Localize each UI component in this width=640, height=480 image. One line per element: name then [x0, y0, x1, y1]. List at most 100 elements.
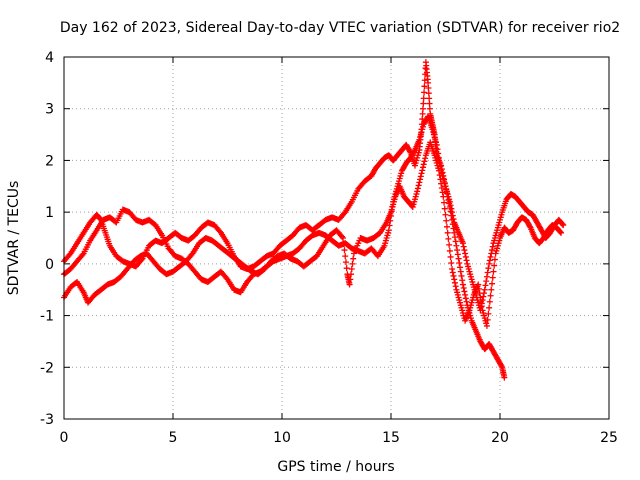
- data-point-marker: [454, 247, 461, 254]
- data-point-marker: [415, 182, 422, 189]
- data-point-marker: [558, 229, 565, 236]
- data-point-marker: [420, 161, 427, 168]
- data-point-marker: [487, 292, 494, 299]
- data-point-marker: [560, 222, 567, 229]
- data-point-marker: [447, 253, 454, 260]
- data-point-marker: [79, 251, 86, 258]
- data-point-marker: [441, 199, 448, 206]
- data-point-marker: [489, 280, 496, 287]
- data-point-marker: [446, 203, 453, 210]
- x-tick-label: 15: [382, 430, 400, 446]
- data-point-marker: [419, 110, 426, 117]
- data-point-marker: [437, 176, 444, 183]
- data-point-marker: [451, 279, 458, 286]
- data-point-marker: [449, 266, 456, 273]
- data-point-marker: [462, 291, 469, 298]
- plot-frame: [63, 56, 610, 420]
- data-point-marker: [489, 247, 496, 254]
- data-point-marker: [557, 228, 564, 235]
- y-tick-label: -3: [40, 412, 54, 428]
- data-point-marker: [460, 284, 467, 291]
- data-point-marker: [443, 223, 450, 230]
- data-point-marker: [451, 234, 458, 241]
- data-point-marker: [447, 208, 454, 215]
- data-point-marker: [486, 298, 493, 305]
- data-point-marker: [419, 105, 426, 112]
- axis-ticks: 0 5 10 15 20 25 -3 -2 -1 0 1 2 3 4: [40, 50, 618, 446]
- data-point-marker: [460, 243, 467, 250]
- data-point-marker: [454, 251, 461, 258]
- data-point-marker: [223, 275, 230, 282]
- data-point-marker: [450, 272, 457, 279]
- data-point-marker: [463, 257, 470, 264]
- data-point-marker: [489, 274, 496, 281]
- data-point-marker: [481, 286, 488, 293]
- data-point-marker: [442, 183, 449, 190]
- data-point-marker: [491, 262, 498, 269]
- data-point-marker: [414, 188, 421, 195]
- data-point-marker: [462, 253, 469, 260]
- series-track-2: [61, 113, 508, 381]
- data-point-marker: [463, 298, 470, 305]
- data-point-marker: [417, 173, 424, 180]
- y-axis-label: SDTVAR / TECUs: [6, 181, 22, 296]
- data-point-marker: [475, 285, 482, 292]
- data-point-marker: [386, 222, 393, 229]
- data-point-marker: [414, 185, 421, 192]
- data-point-marker: [340, 241, 347, 248]
- data-point-marker: [418, 170, 425, 177]
- data-point-marker: [449, 269, 456, 276]
- data-point-marker: [480, 293, 487, 300]
- data-point-marker: [453, 242, 460, 249]
- series-track-1: [61, 59, 567, 314]
- data-point-marker: [420, 95, 427, 102]
- data-point-marker: [342, 259, 349, 266]
- data-point-marker: [216, 228, 223, 235]
- data-point-marker: [462, 295, 469, 302]
- data-point-marker: [341, 210, 348, 217]
- data-point-marker: [419, 167, 426, 174]
- data-point-marker: [455, 255, 462, 262]
- data-point-marker: [436, 172, 443, 179]
- y-tick-label: 2: [45, 153, 54, 169]
- x-tick-label: 5: [169, 430, 178, 446]
- data-point-marker: [425, 90, 432, 97]
- data-point-marker: [419, 164, 426, 171]
- data-point-marker: [476, 290, 483, 297]
- data-point-marker: [417, 176, 424, 183]
- data-point-marker: [426, 100, 433, 107]
- series-track-3: [61, 139, 565, 329]
- data-point-marker: [433, 141, 440, 148]
- data-point-marker: [440, 193, 447, 200]
- data-point-marker: [349, 260, 356, 267]
- data-point-marker: [411, 148, 418, 155]
- data-point-marker: [461, 288, 468, 295]
- data-point-marker: [456, 259, 463, 266]
- data-point-marker: [486, 304, 493, 311]
- x-tick-label: 0: [60, 430, 69, 446]
- data-point-marker: [425, 79, 432, 86]
- data-point-marker: [341, 247, 348, 254]
- data-point-marker: [477, 294, 484, 301]
- data-point-marker: [448, 212, 455, 219]
- data-point-marker: [426, 105, 433, 112]
- data-point-marker: [501, 374, 508, 381]
- data-point-marker: [425, 85, 432, 92]
- y-tick-label: 1: [45, 205, 54, 221]
- x-tick-label: 25: [600, 430, 618, 446]
- data-point-marker: [449, 216, 456, 223]
- data-point-marker: [446, 247, 453, 254]
- grid-lines: [64, 57, 609, 419]
- data-point-marker: [486, 260, 493, 267]
- data-point-marker: [484, 269, 491, 276]
- data-point-marker: [459, 240, 466, 247]
- data-point-marker: [422, 155, 429, 162]
- data-point-marker: [449, 221, 456, 228]
- data-point-marker: [442, 211, 449, 218]
- data-point-marker: [486, 257, 493, 264]
- data-point-marker: [346, 281, 353, 288]
- data-point-marker: [350, 255, 357, 262]
- data-point-marker: [559, 221, 566, 228]
- data-point-marker: [385, 227, 392, 234]
- data-point-marker: [443, 190, 450, 197]
